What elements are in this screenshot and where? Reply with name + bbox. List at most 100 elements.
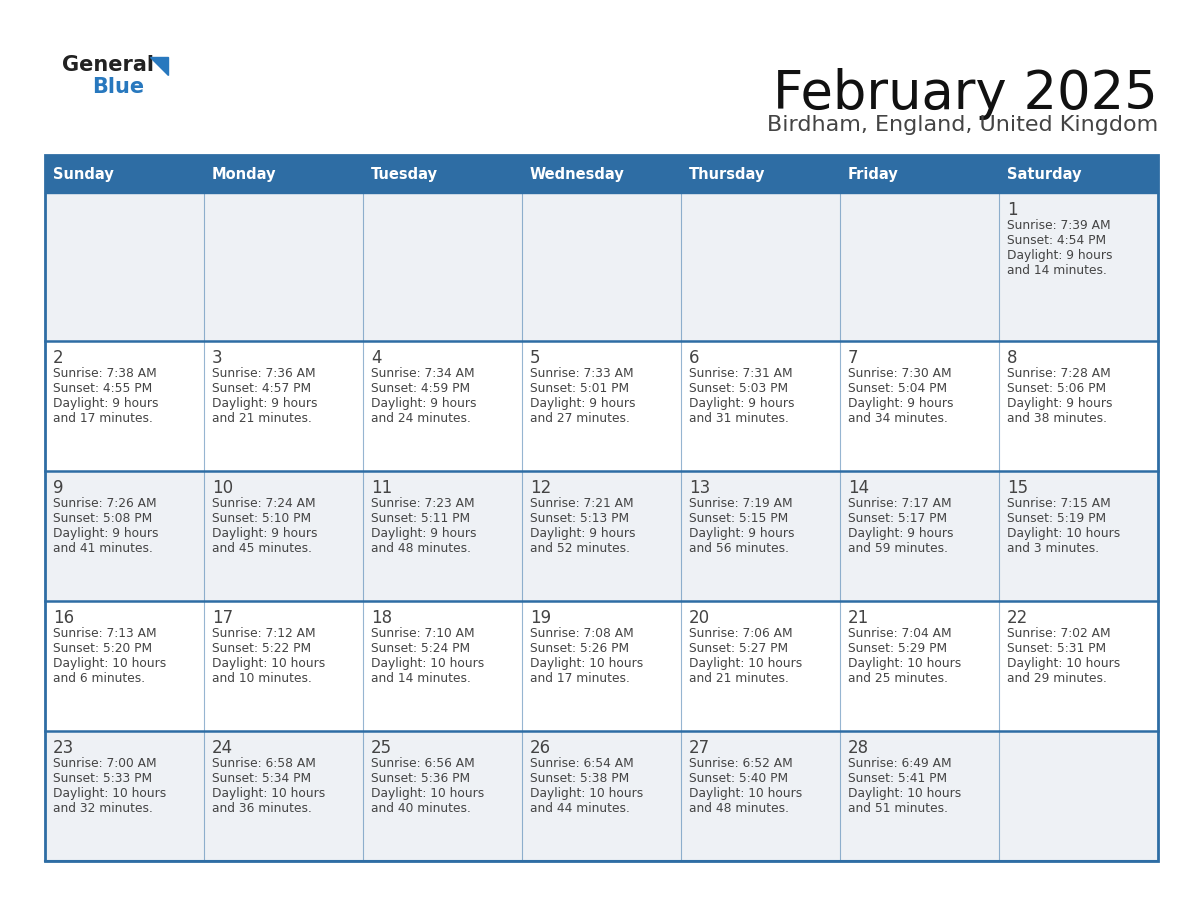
Text: Sunset: 5:33 PM: Sunset: 5:33 PM (53, 772, 152, 785)
Text: Daylight: 9 hours: Daylight: 9 hours (53, 527, 158, 540)
Text: Sunrise: 6:58 AM: Sunrise: 6:58 AM (211, 757, 316, 770)
Text: Sunset: 4:55 PM: Sunset: 4:55 PM (53, 382, 152, 395)
Text: Sunset: 4:59 PM: Sunset: 4:59 PM (371, 382, 470, 395)
Text: 17: 17 (211, 609, 233, 627)
Bar (45, 601, 1158, 731)
Text: 5: 5 (530, 349, 541, 367)
Text: February 2025: February 2025 (773, 68, 1158, 120)
Text: 1: 1 (1007, 201, 1018, 219)
Text: Daylight: 9 hours: Daylight: 9 hours (371, 397, 476, 410)
Text: Sunrise: 7:30 AM: Sunrise: 7:30 AM (848, 367, 952, 380)
Text: and 21 minutes.: and 21 minutes. (211, 412, 312, 425)
Text: 8: 8 (1007, 349, 1017, 367)
Text: 12: 12 (530, 479, 551, 497)
Text: Sunrise: 7:17 AM: Sunrise: 7:17 AM (848, 497, 952, 510)
Text: Sunset: 5:15 PM: Sunset: 5:15 PM (689, 512, 789, 525)
Text: Sunrise: 7:00 AM: Sunrise: 7:00 AM (53, 757, 157, 770)
Text: Daylight: 9 hours: Daylight: 9 hours (1007, 397, 1112, 410)
Text: Sunrise: 7:24 AM: Sunrise: 7:24 AM (211, 497, 316, 510)
Text: Daylight: 10 hours: Daylight: 10 hours (530, 787, 643, 800)
Text: and 6 minutes.: and 6 minutes. (53, 672, 145, 685)
Text: Sunset: 5:26 PM: Sunset: 5:26 PM (530, 642, 630, 655)
Text: and 27 minutes.: and 27 minutes. (530, 412, 630, 425)
Text: General: General (62, 55, 154, 75)
Text: Sunset: 5:36 PM: Sunset: 5:36 PM (371, 772, 470, 785)
Text: Sunset: 5:06 PM: Sunset: 5:06 PM (1007, 382, 1106, 395)
Text: Sunset: 5:24 PM: Sunset: 5:24 PM (371, 642, 470, 655)
Text: 11: 11 (371, 479, 392, 497)
Text: Daylight: 9 hours: Daylight: 9 hours (848, 527, 954, 540)
Text: and 38 minutes.: and 38 minutes. (1007, 412, 1107, 425)
Text: and 41 minutes.: and 41 minutes. (53, 542, 153, 555)
Text: Daylight: 9 hours: Daylight: 9 hours (689, 527, 795, 540)
Text: Sunset: 5:10 PM: Sunset: 5:10 PM (211, 512, 311, 525)
Text: Sunrise: 7:10 AM: Sunrise: 7:10 AM (371, 627, 475, 640)
Text: and 52 minutes.: and 52 minutes. (530, 542, 630, 555)
Text: Tuesday: Tuesday (371, 166, 438, 182)
Text: Sunset: 5:34 PM: Sunset: 5:34 PM (211, 772, 311, 785)
Text: Sunrise: 7:31 AM: Sunrise: 7:31 AM (689, 367, 792, 380)
Text: Daylight: 10 hours: Daylight: 10 hours (1007, 527, 1120, 540)
Text: 23: 23 (53, 739, 74, 757)
Text: Daylight: 9 hours: Daylight: 9 hours (530, 527, 636, 540)
Text: and 17 minutes.: and 17 minutes. (530, 672, 630, 685)
Text: and 21 minutes.: and 21 minutes. (689, 672, 789, 685)
Text: Saturday: Saturday (1007, 166, 1081, 182)
Bar (45, 731, 1158, 861)
Text: Daylight: 10 hours: Daylight: 10 hours (371, 657, 485, 670)
Text: Sunset: 5:04 PM: Sunset: 5:04 PM (848, 382, 947, 395)
Text: and 29 minutes.: and 29 minutes. (1007, 672, 1107, 685)
Text: Daylight: 9 hours: Daylight: 9 hours (371, 527, 476, 540)
Text: Sunset: 4:57 PM: Sunset: 4:57 PM (211, 382, 311, 395)
Text: Sunset: 5:41 PM: Sunset: 5:41 PM (848, 772, 947, 785)
Text: 9: 9 (53, 479, 63, 497)
Text: and 36 minutes.: and 36 minutes. (211, 802, 312, 815)
Text: Daylight: 9 hours: Daylight: 9 hours (530, 397, 636, 410)
Text: and 14 minutes.: and 14 minutes. (371, 672, 470, 685)
Text: Birdham, England, United Kingdom: Birdham, England, United Kingdom (766, 115, 1158, 135)
Bar (45, 155, 1158, 861)
Text: Sunset: 5:11 PM: Sunset: 5:11 PM (371, 512, 470, 525)
Text: 21: 21 (848, 609, 870, 627)
Text: Thursday: Thursday (689, 166, 765, 182)
Text: Sunrise: 7:02 AM: Sunrise: 7:02 AM (1007, 627, 1111, 640)
Text: 3: 3 (211, 349, 222, 367)
Text: and 25 minutes.: and 25 minutes. (848, 672, 948, 685)
Text: 24: 24 (211, 739, 233, 757)
Polygon shape (150, 57, 168, 75)
Text: and 3 minutes.: and 3 minutes. (1007, 542, 1099, 555)
Text: Sunday: Sunday (53, 166, 114, 182)
Text: and 44 minutes.: and 44 minutes. (530, 802, 630, 815)
Text: Sunset: 5:22 PM: Sunset: 5:22 PM (211, 642, 311, 655)
Text: 15: 15 (1007, 479, 1028, 497)
Text: Sunrise: 7:26 AM: Sunrise: 7:26 AM (53, 497, 157, 510)
Text: and 34 minutes.: and 34 minutes. (848, 412, 948, 425)
Text: Sunrise: 7:08 AM: Sunrise: 7:08 AM (530, 627, 633, 640)
Text: Sunrise: 6:54 AM: Sunrise: 6:54 AM (530, 757, 633, 770)
Text: Sunset: 5:01 PM: Sunset: 5:01 PM (530, 382, 630, 395)
Text: Daylight: 9 hours: Daylight: 9 hours (53, 397, 158, 410)
Text: Sunrise: 6:49 AM: Sunrise: 6:49 AM (848, 757, 952, 770)
Text: Sunrise: 7:39 AM: Sunrise: 7:39 AM (1007, 219, 1111, 232)
Text: Daylight: 10 hours: Daylight: 10 hours (211, 657, 326, 670)
Text: and 31 minutes.: and 31 minutes. (689, 412, 789, 425)
Text: Sunset: 5:40 PM: Sunset: 5:40 PM (689, 772, 788, 785)
Text: 22: 22 (1007, 609, 1029, 627)
Text: and 40 minutes.: and 40 minutes. (371, 802, 470, 815)
Text: Monday: Monday (211, 166, 277, 182)
Text: and 45 minutes.: and 45 minutes. (211, 542, 312, 555)
Text: and 51 minutes.: and 51 minutes. (848, 802, 948, 815)
Text: Daylight: 9 hours: Daylight: 9 hours (1007, 249, 1112, 262)
Text: and 14 minutes.: and 14 minutes. (1007, 264, 1107, 277)
Text: Daylight: 10 hours: Daylight: 10 hours (53, 787, 166, 800)
Text: Sunrise: 7:36 AM: Sunrise: 7:36 AM (211, 367, 316, 380)
Text: 28: 28 (848, 739, 870, 757)
Text: Daylight: 10 hours: Daylight: 10 hours (1007, 657, 1120, 670)
Text: and 10 minutes.: and 10 minutes. (211, 672, 312, 685)
Text: Daylight: 9 hours: Daylight: 9 hours (211, 397, 317, 410)
Text: Daylight: 9 hours: Daylight: 9 hours (848, 397, 954, 410)
Text: Sunrise: 7:12 AM: Sunrise: 7:12 AM (211, 627, 316, 640)
Text: Sunset: 5:27 PM: Sunset: 5:27 PM (689, 642, 788, 655)
Text: and 17 minutes.: and 17 minutes. (53, 412, 153, 425)
Text: and 59 minutes.: and 59 minutes. (848, 542, 948, 555)
